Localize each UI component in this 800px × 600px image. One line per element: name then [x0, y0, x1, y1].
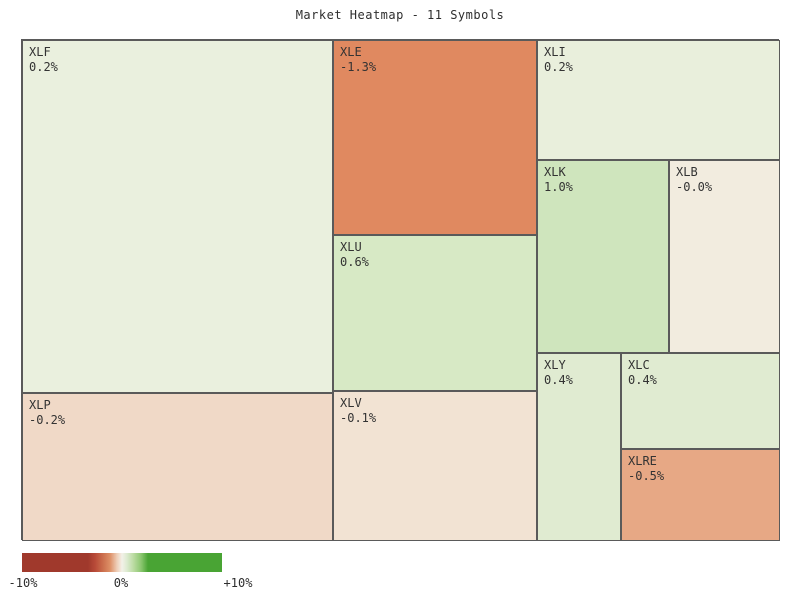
tile-symbol: XLC: [628, 358, 650, 372]
tile-symbol: XLI: [544, 45, 566, 59]
tile-change: 0.6%: [340, 255, 369, 269]
treemap-tile-xli: XLI 0.2%: [537, 40, 780, 160]
tile-change: -0.0%: [676, 180, 713, 194]
tile-change: 0.2%: [544, 60, 573, 74]
tile-change: -1.3%: [340, 60, 377, 74]
tile-symbol: XLP: [29, 398, 51, 412]
treemap-tile-xlk: XLK 1.0%: [537, 160, 669, 353]
tile-symbol: XLE: [340, 45, 362, 59]
treemap-tile-xlu: XLU 0.6%: [333, 235, 537, 391]
tile-change: -0.5%: [628, 469, 665, 483]
treemap-tile-xly: XLY 0.4%: [537, 353, 621, 541]
tile-symbol: XLK: [544, 165, 566, 179]
tile-change: 0.2%: [29, 60, 58, 74]
tile-symbol: XLF: [29, 45, 51, 59]
tile-symbol: XLB: [676, 165, 698, 179]
tile-change: -0.2%: [29, 413, 66, 427]
color-scale-bar: [22, 553, 222, 572]
chart-title: Market Heatmap - 11 Symbols: [295, 8, 505, 22]
tile-change: 0.4%: [628, 373, 657, 387]
tile-change: 0.4%: [544, 373, 573, 387]
treemap-tile-xlc: XLC 0.4%: [621, 353, 780, 449]
treemap-tile-xlv: XLV -0.1%: [333, 391, 537, 541]
legend-zero-label: 0%: [113, 576, 129, 590]
legend-min-label: -10%: [8, 576, 38, 590]
tile-symbol: XLRE: [628, 454, 657, 468]
color-legend: -10% 0% +10%: [0, 552, 800, 592]
treemap-tile-xlp: XLP -0.2%: [22, 393, 333, 541]
treemap-tile-xle: XLE -1.3%: [333, 40, 537, 235]
treemap-tile-xlb: XLB -0.0%: [669, 160, 780, 353]
tile-symbol: XLU: [340, 240, 362, 254]
legend-max-label: +10%: [223, 576, 253, 590]
tile-symbol: XLY: [544, 358, 566, 372]
treemap: XLF 0.2% XLE -1.3% XLI 0.2% XLK 1.0% XLB…: [21, 39, 780, 541]
tile-symbol: XLV: [340, 396, 362, 410]
tile-change: -0.1%: [340, 411, 377, 425]
treemap-tile-xlre: XLRE -0.5%: [621, 449, 780, 541]
tile-change: 1.0%: [544, 180, 573, 194]
treemap-tile-xlf: XLF 0.2%: [22, 40, 333, 393]
